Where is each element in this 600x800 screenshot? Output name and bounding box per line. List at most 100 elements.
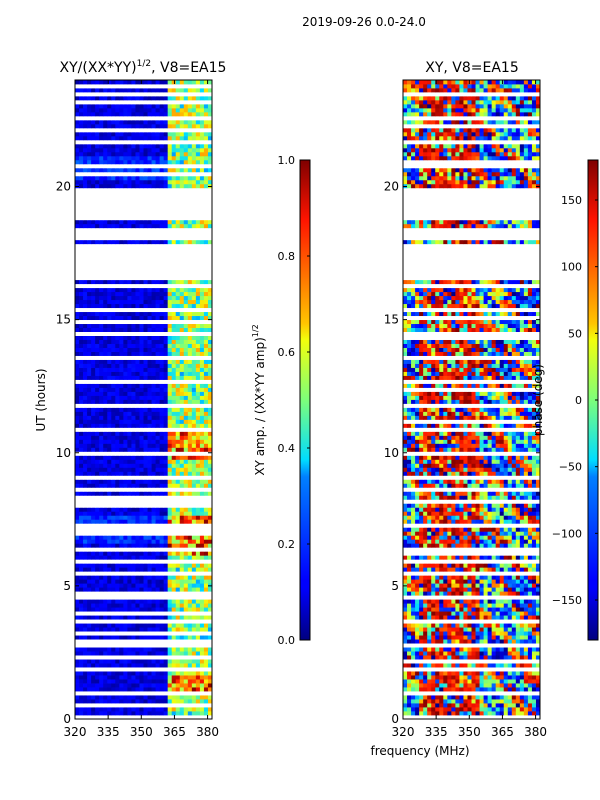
heatmap-cell: [79, 511, 84, 516]
heatmap-cell: [103, 335, 108, 340]
heatmap-cell: [203, 447, 209, 452]
heatmap-cell: [139, 691, 144, 696]
heatmap-cell: [179, 371, 185, 376]
heatmap-cell: [115, 511, 120, 516]
heatmap-cell: [135, 583, 140, 588]
heatmap-cell: [167, 383, 173, 388]
heatmap-cell: [83, 467, 88, 472]
heatmap-cell: [191, 619, 197, 624]
heatmap-cell: [75, 495, 80, 500]
heatmap-cell: [171, 151, 177, 157]
heatmap-cell: [83, 131, 88, 137]
heatmap-cell: [115, 455, 120, 460]
heatmap-cell: [187, 323, 193, 329]
heatmap-cell: [163, 411, 169, 416]
heatmap-cell: [207, 591, 213, 596]
heatmap-cell: [95, 575, 100, 580]
heatmap-cell: [179, 547, 185, 552]
heatmap-cell: [135, 663, 140, 668]
heatmap-cell: [147, 395, 152, 400]
heatmap-cell: [171, 251, 177, 257]
heatmap-cell: [163, 339, 169, 344]
heatmap-cell: [187, 479, 193, 484]
heatmap-cell: [191, 539, 197, 544]
heatmap-cell: [175, 651, 181, 656]
heatmap-cell: [103, 259, 108, 265]
heatmap-cell: [75, 147, 80, 153]
heatmap-cell: [155, 471, 161, 476]
heatmap-cell: [75, 439, 80, 444]
heatmap-cell: [195, 535, 201, 540]
heatmap-cell: [127, 419, 132, 424]
heatmap-cell: [95, 543, 100, 548]
heatmap-cell: [91, 515, 96, 520]
heatmap-cell: [135, 655, 140, 660]
heatmap-cell: [183, 315, 189, 321]
heatmap-cell: [151, 235, 156, 241]
heatmap-cell: [95, 211, 100, 217]
heatmap-cell: [175, 371, 181, 376]
heatmap-cell: [131, 183, 136, 189]
heatmap-cell: [155, 363, 161, 368]
heatmap-cell: [91, 663, 96, 668]
heatmap-cell: [95, 395, 100, 400]
heatmap-cell: [107, 335, 112, 340]
heatmap-cell: [207, 475, 213, 480]
heatmap-cell: [79, 543, 84, 548]
heatmap-cell: [151, 563, 156, 568]
heatmap-cell: [155, 255, 161, 261]
heatmap-cell: [87, 211, 92, 217]
heatmap-cell: [115, 671, 120, 676]
heatmap-cell: [175, 563, 181, 568]
heatmap-cell: [83, 323, 88, 329]
heatmap-cell: [131, 711, 136, 716]
heatmap-cell: [79, 683, 84, 688]
heatmap-cell: [147, 407, 152, 412]
heatmap-cell: [151, 147, 156, 153]
heatmap-cell: [139, 603, 144, 608]
heatmap-cell: [107, 395, 112, 400]
heatmap-cell: [75, 199, 80, 205]
heatmap-cell: [131, 527, 136, 532]
heatmap-cell: [183, 295, 189, 301]
heatmap-cell: [95, 191, 100, 197]
heatmap-cell: [103, 343, 108, 348]
heatmap-cell: [163, 231, 169, 237]
heatmap-cell: [203, 411, 209, 416]
heatmap-cell: [191, 355, 197, 360]
heatmap-cell: [151, 319, 156, 325]
heatmap-cell: [87, 395, 92, 400]
heatmap-cell: [199, 255, 205, 261]
heatmap-cell: [203, 419, 209, 424]
heatmap-cell: [171, 431, 177, 436]
heatmap-cell: [203, 651, 209, 656]
heatmap-cell: [87, 355, 92, 360]
heatmap-cell: [179, 511, 185, 516]
heatmap-cell: [207, 519, 213, 524]
heatmap-cell: [119, 483, 124, 488]
heatmap-cell: [135, 295, 140, 301]
heatmap-cell: [151, 191, 156, 197]
heatmap-cell: [103, 659, 108, 664]
heatmap-cell: [75, 499, 80, 504]
heatmap-cell: [123, 499, 128, 504]
heatmap-cell: [139, 667, 144, 672]
heatmap-cell: [139, 443, 144, 448]
heatmap-cell: [187, 687, 193, 692]
heatmap-cell: [151, 623, 156, 628]
heatmap-cell: [91, 419, 96, 424]
heatmap-cell: [123, 603, 128, 608]
heatmap-cell: [131, 535, 136, 540]
heatmap-cell: [123, 375, 128, 380]
heatmap-cell: [79, 455, 84, 460]
heatmap-cell: [87, 515, 92, 520]
heatmap-cell: [207, 299, 213, 305]
heatmap-cell: [111, 227, 116, 233]
heatmap-cell: [119, 151, 124, 157]
heatmap-cell: [123, 635, 128, 640]
heatmap-cell: [183, 283, 189, 289]
heatmap-cell: [179, 287, 185, 293]
heatmap-cell: [171, 351, 177, 356]
heatmap-cell: [175, 403, 181, 408]
heatmap-cell: [83, 623, 88, 628]
